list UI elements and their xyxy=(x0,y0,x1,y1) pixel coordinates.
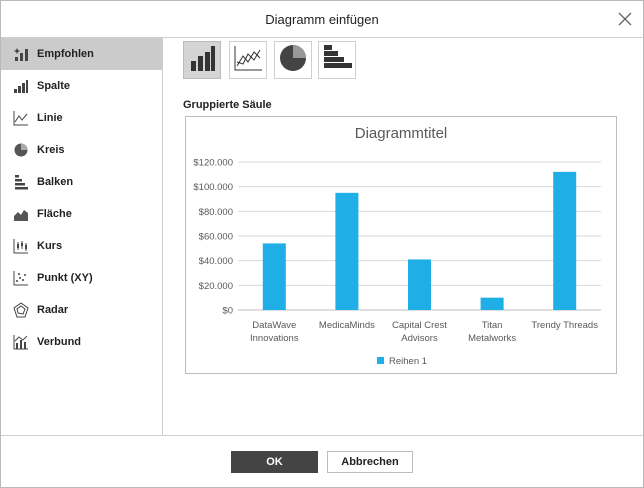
sidebar-item-label: Radar xyxy=(37,304,69,316)
chart-type-clustered-column[interactable] xyxy=(183,41,221,79)
chart-category-sidebar: Empfohlen Spalte Linie Kreis Balken Fläc… xyxy=(1,38,163,435)
pie-chart-icon xyxy=(13,142,29,158)
chart-svg: Diagrammtitel $0 $20.000 $40.000 $60.000 $80.… xyxy=(193,125,601,367)
sidebar-item-balken[interactable]: Balken xyxy=(1,166,162,198)
clustered-column-icon xyxy=(188,44,216,77)
combo-chart-icon xyxy=(13,334,29,350)
line-icon xyxy=(233,44,263,77)
pie-icon xyxy=(278,43,308,78)
area-chart-icon xyxy=(13,206,29,222)
y-tick-label: $20.000 xyxy=(199,281,233,292)
sidebar-item-kurs[interactable]: Kurs xyxy=(1,230,162,262)
bar-icon xyxy=(322,44,352,77)
sidebar-item-radar[interactable]: Radar xyxy=(1,294,162,326)
radar-chart-icon xyxy=(13,302,29,318)
sparkle-icon xyxy=(13,46,29,62)
x-tick-label: DataWave xyxy=(252,320,296,331)
legend-label: Reihen 1 xyxy=(389,356,427,367)
bar-chart-icon xyxy=(13,174,29,190)
sidebar-item-label: Punkt (XY) xyxy=(37,272,93,284)
bar xyxy=(408,259,431,310)
y-tick-label: $60.000 xyxy=(199,232,233,243)
sidebar-item-spalte[interactable]: Spalte xyxy=(1,70,162,102)
y-tick-label: $120.000 xyxy=(193,158,233,169)
ok-button[interactable]: OK xyxy=(231,451,318,473)
dialog-footer: OK Abbrechen xyxy=(1,435,643,488)
chart-type-line[interactable] xyxy=(229,41,267,79)
cancel-button[interactable]: Abbrechen xyxy=(327,451,413,473)
chart-title: Diagrammtitel xyxy=(355,125,448,142)
sidebar-item-punkt-xy[interactable]: Punkt (XY) xyxy=(1,262,162,294)
chart-type-pie[interactable] xyxy=(274,41,312,79)
bar xyxy=(553,171,577,310)
stock-chart-icon xyxy=(13,238,29,254)
y-tick-label: $40.000 xyxy=(199,256,233,267)
line-chart-icon xyxy=(13,110,29,126)
column-chart-icon xyxy=(13,78,29,94)
chart-preview-area: Gruppierte Säule Diagrammtitel $0 $20.000 $… xyxy=(163,38,643,435)
sidebar-item-label: Kreis xyxy=(37,144,65,156)
sidebar-item-kreis[interactable]: Kreis xyxy=(1,134,162,166)
x-tick-label: Metalworks xyxy=(468,333,516,344)
sidebar-item-label: Balken xyxy=(37,176,74,188)
legend-swatch xyxy=(377,357,384,364)
dialog-title: Diagramm einfügen xyxy=(265,12,379,27)
sidebar-item-label: Linie xyxy=(37,112,63,124)
chart-type-bar[interactable] xyxy=(318,41,356,79)
sidebar-item-verbund[interactable]: Verbund xyxy=(1,326,162,358)
sidebar-item-label: Empfohlen xyxy=(37,48,94,60)
sidebar-item-empfohlen[interactable]: Empfohlen xyxy=(1,38,162,70)
x-tick-label: Titan xyxy=(482,320,503,331)
x-tick-label: Innovations xyxy=(250,333,299,344)
bar xyxy=(335,192,359,310)
bar xyxy=(480,297,504,310)
selected-chart-type-label: Gruppierte Säule xyxy=(183,99,272,111)
chart-preview[interactable]: Diagrammtitel $0 $20.000 $40.000 $60.000 $80.… xyxy=(185,116,617,374)
y-tick-label: $0 xyxy=(222,306,233,317)
sidebar-item-label: Spalte xyxy=(37,80,71,92)
sidebar-item-label: Fläche xyxy=(37,208,72,220)
bar xyxy=(262,243,286,310)
sidebar-item-label: Kurs xyxy=(37,240,63,252)
x-tick-label: Trendy Threads xyxy=(531,320,598,331)
x-tick-label: Advisors xyxy=(401,333,438,344)
sidebar-item-linie[interactable]: Linie xyxy=(1,102,162,134)
sidebar-item-flaeche[interactable]: Fläche xyxy=(1,198,162,230)
sidebar-item-label: Verbund xyxy=(37,336,82,348)
x-tick-label: MedicaMinds xyxy=(319,320,375,331)
y-tick-label: $100.000 xyxy=(193,182,233,193)
close-icon[interactable] xyxy=(617,11,633,27)
x-tick-label: Capital Crest xyxy=(392,320,447,331)
y-tick-label: $80.000 xyxy=(199,207,233,218)
dialog-titlebar: Diagramm einfügen xyxy=(1,1,643,38)
scatter-chart-icon xyxy=(13,270,29,286)
